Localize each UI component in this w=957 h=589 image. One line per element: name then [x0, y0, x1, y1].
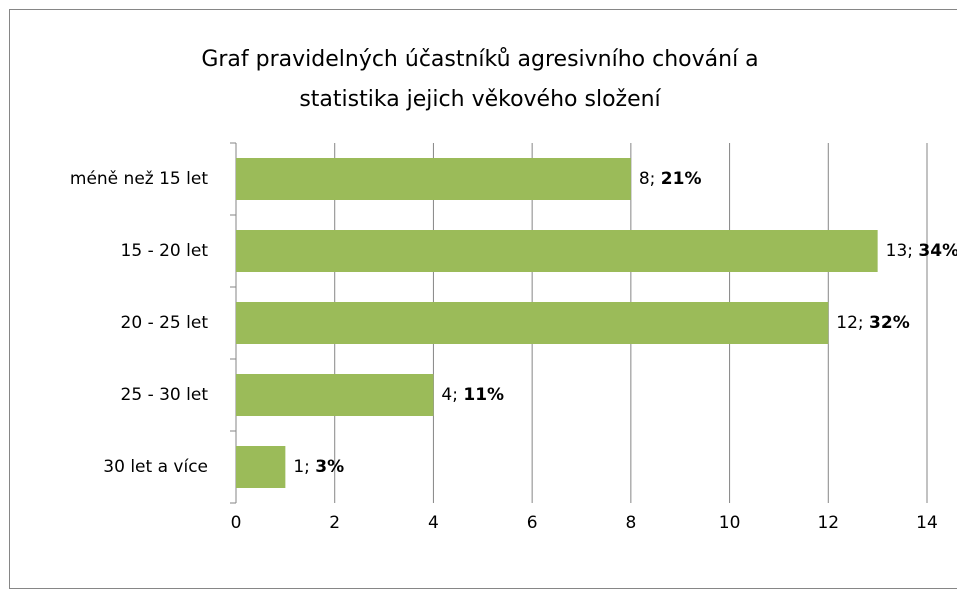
chart-title: Graf pravidelných účastníků agresivního …: [201, 47, 759, 112]
x-tick-label: 4: [428, 513, 439, 533]
data-label: 13; 34%: [886, 241, 957, 261]
x-tick-label: 2: [329, 513, 340, 533]
y-tick-label: 20 - 25 let: [121, 313, 209, 333]
data-label: 4; 11%: [441, 385, 504, 405]
x-tick-label: 0: [231, 513, 242, 533]
bar: [236, 374, 434, 416]
y-tick-label: 25 - 30 let: [121, 385, 209, 405]
bar: [236, 446, 286, 488]
data-label: 1; 3%: [293, 457, 344, 477]
x-tick-label: 10: [719, 513, 741, 533]
x-tick-label: 12: [817, 513, 839, 533]
bar: [236, 230, 878, 272]
data-label: 12; 32%: [836, 313, 909, 333]
x-tick-label: 8: [625, 513, 636, 533]
y-tick-label: 30 let a více: [103, 457, 208, 477]
y-tick-label: méně než 15 let: [70, 169, 208, 189]
x-tick-label: 14: [916, 513, 938, 533]
y-tick-label: 15 - 20 let: [121, 241, 209, 261]
x-tick-label: 6: [527, 513, 538, 533]
bar: [236, 302, 829, 344]
bar: [236, 158, 631, 200]
data-label: 8; 21%: [639, 169, 702, 189]
